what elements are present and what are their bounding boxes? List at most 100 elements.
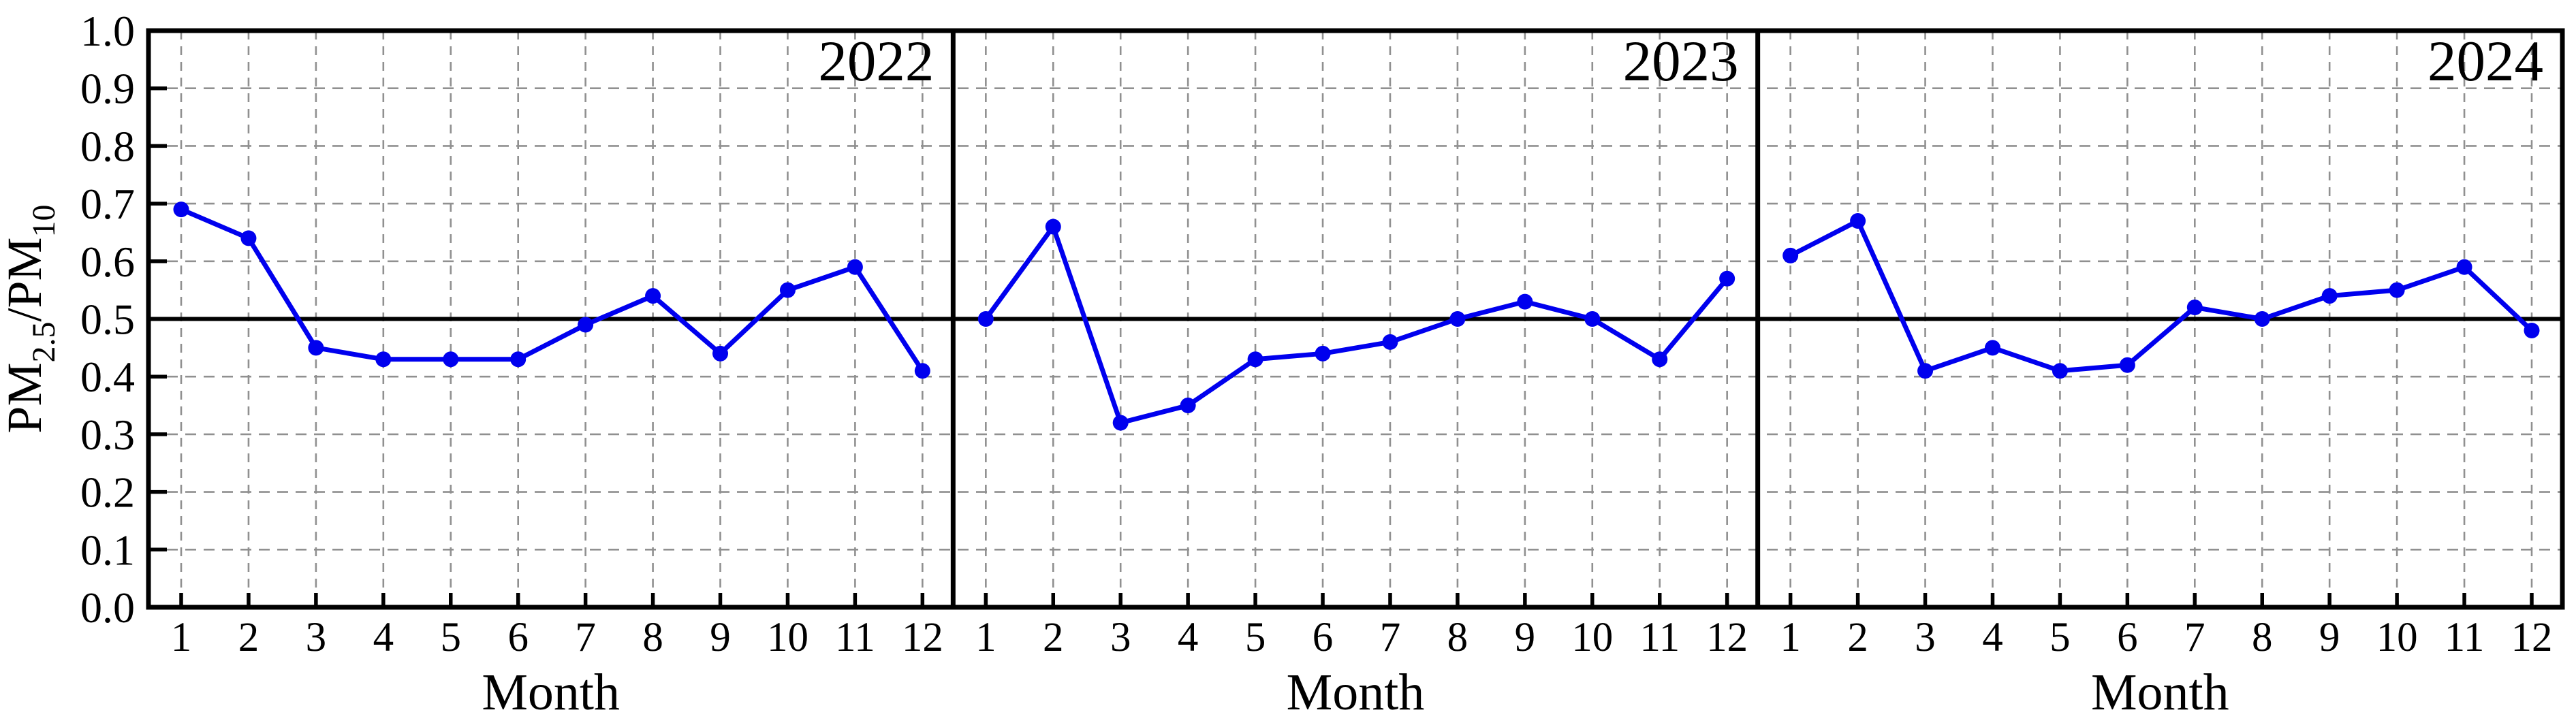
data-point [847,259,863,275]
x-tick-label: 11 [835,615,875,660]
data-point [712,345,729,362]
series-line-2022 [178,207,925,374]
data-point [308,340,324,356]
data-point [1382,334,1398,350]
y-tick-label: 0.6 [80,238,135,286]
panel-year-label: 2024 [2428,29,2543,93]
y-axis-title-main: /PM [0,237,52,321]
data-point [2254,311,2270,327]
x-tick-label: 10 [2376,615,2418,660]
data-point [914,363,930,379]
x-tick-label: 11 [1639,615,1680,660]
x-tick-label: 7 [2184,615,2205,660]
y-tick-label: 0.1 [80,526,135,574]
data-point [2052,363,2068,379]
y-tick-label: 0.9 [80,65,135,113]
frame-layer [146,28,2565,610]
data-point [510,351,527,368]
y-axis-title-subscript: 2.5 [26,322,62,363]
x-tick-label: 12 [1706,615,1748,660]
x-tick-label: 5 [441,615,462,660]
y-axis-title: PM2.5/PM10 [0,204,62,433]
x-tick-label: 7 [1380,615,1401,660]
data-point [779,282,796,298]
x-tick-label: 6 [507,615,529,660]
x-tick-label: 1 [975,615,996,660]
x-tick-label: 8 [642,615,663,660]
panel-year-label: 2022 [818,29,934,93]
data-point [1180,398,1196,414]
data-point [443,351,459,368]
x-tick-label: 5 [2049,615,2071,660]
x-axis-title: Month [2091,664,2229,721]
x-tick-label: 3 [1110,615,1131,660]
x-axis-title: Month [1287,664,1425,721]
data-point [1247,351,1263,368]
panel-year-label: 2023 [1623,29,1739,93]
x-tick-label: 9 [1515,615,1536,660]
data-point [1112,415,1129,431]
x-tick-label: 12 [2511,615,2553,660]
x-tick-label: 4 [373,615,394,660]
x-tick-label: 2 [1847,615,1868,660]
data-point [1517,293,1533,310]
x-tick-label: 8 [2252,615,2273,660]
series-line-2023 [983,224,1730,425]
data-point [2321,288,2338,304]
x-tick-label: 2 [1043,615,1064,660]
x-tick-label: 1 [1780,615,1801,660]
y-tick-label: 0.5 [80,295,135,344]
series-layer [173,202,2540,431]
x-tick-label: 2 [238,615,260,660]
y-tick-label: 0.4 [80,353,135,401]
data-point [1315,345,1331,362]
tick-layer [151,86,2534,605]
data-point [2186,300,2203,316]
x-tick-label: 6 [1313,615,1334,660]
series-line-2024 [1788,219,2534,374]
x-tick-label: 1 [171,615,192,660]
data-point [1584,311,1601,327]
x-tick-label: 10 [767,615,808,660]
y-tick-label: 0.8 [80,122,135,170]
x-tick-label: 3 [306,615,327,660]
data-point [2119,357,2135,373]
plot-frame [146,28,2565,610]
x-tick-label: 3 [1915,615,1936,660]
data-point [645,288,661,304]
x-axis-title: Month [482,664,620,721]
label-layer: 0.00.10.20.30.40.50.60.70.80.91.01 2 3 4 5 6 7… [0,7,2553,721]
x-tick-label: 10 [1571,615,1613,660]
x-tick-label: 4 [1982,615,2003,660]
data-point [240,230,257,246]
data-point [1652,351,1668,368]
x-tick-label: 11 [2445,615,2485,660]
data-point [2524,322,2540,338]
x-tick-label: 6 [2117,615,2138,660]
y-tick-label: 0.7 [80,180,135,228]
data-point [2456,259,2472,275]
data-point [1449,311,1466,327]
data-point [1917,363,1934,379]
data-point [375,351,392,368]
data-point [173,202,189,218]
x-tick-label: 7 [575,615,596,660]
data-point [977,311,994,327]
data-point [1984,340,2000,356]
x-tick-label: 4 [1178,615,1199,660]
x-tick-label: 12 [902,615,943,660]
y-axis-title-main: PM [0,363,52,434]
y-tick-label: 1.0 [80,7,135,55]
data-point [1045,219,1061,235]
y-tick-label: 0.2 [80,468,135,517]
data-point [1782,247,1799,263]
y-axis-title-subscript: 10 [26,204,62,237]
y-tick-label: 0.3 [80,411,135,459]
x-tick-label: 8 [1447,615,1468,660]
data-point [578,317,594,333]
x-tick-label: 5 [1245,615,1266,660]
x-tick-label: 9 [2319,615,2340,660]
y-tick-label: 0.0 [80,583,135,632]
